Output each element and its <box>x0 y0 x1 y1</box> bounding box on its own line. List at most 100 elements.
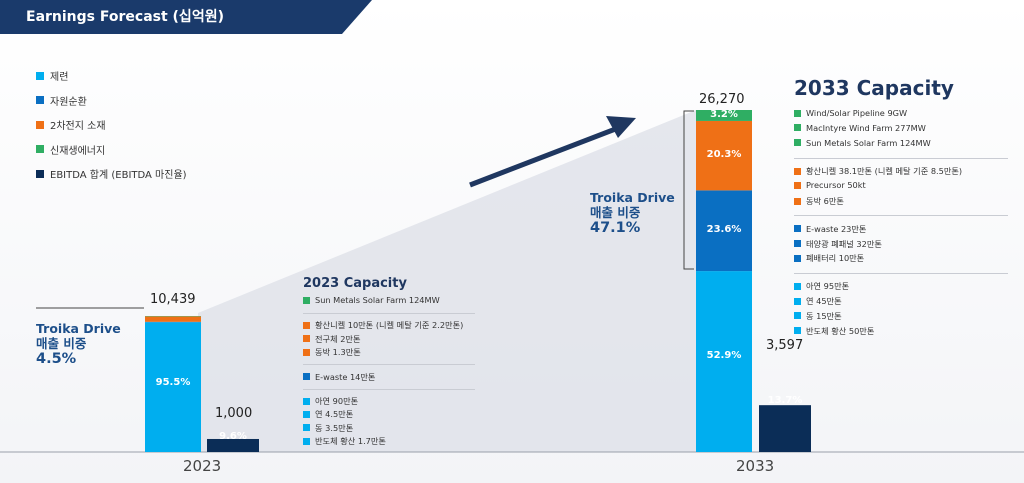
capacity-swatch <box>794 282 801 290</box>
capacity-item-label: E-waste 23만톤 <box>806 223 867 234</box>
troika-title-line1: Troika Drive <box>590 190 675 205</box>
capacity-item: 황산니켈 10만톤 (니켈 메탈 기준 2.2만톤) <box>303 319 463 331</box>
legend-label: 2차전지 소재 <box>50 121 106 132</box>
capacity-item: Wind/Solar Pipeline 9GW <box>794 108 907 118</box>
page-title: Earnings Forecast (십억원) <box>26 9 224 25</box>
capacity-2033-title: 2033 Capacity <box>794 76 954 100</box>
capacity-swatch <box>303 397 310 405</box>
capacity-item-label: Wind/Solar Pipeline 9GW <box>806 108 908 118</box>
legend-label: 제련 <box>50 72 69 83</box>
legend-swatch <box>36 169 44 178</box>
header-banner <box>0 0 372 34</box>
capacity-item-label: Precursor 50kt <box>806 180 866 191</box>
capacity-item-label: 아연 95만톤 <box>806 281 850 292</box>
share-label-2033-renewable: 3.2% <box>710 109 738 120</box>
troika-title-line1: Troika Drive <box>36 321 121 336</box>
x-tick-2033: 2033 <box>736 457 775 475</box>
troika-drive-2023: Troika Drive 매출 비중 4.5% <box>36 321 121 367</box>
capacity-swatch <box>794 312 801 320</box>
share-label-2033-recycling: 23.6% <box>706 224 742 235</box>
growth-arrow-head <box>606 116 636 138</box>
capacity-item-label: 동박 1.3만톤 <box>315 347 361 358</box>
legend-item: 2차전지 소재 <box>36 117 187 132</box>
capacity-item: E-waste 14만톤 <box>303 371 375 383</box>
capacity-item: 전구체 2만톤 <box>303 333 360 345</box>
ebitda-bar-2023 <box>207 438 259 452</box>
troika-title-line2: 매출 비중 <box>590 205 641 220</box>
ebitda-bar-2033 <box>759 405 811 452</box>
capacity-swatch <box>794 327 801 335</box>
capacity-swatch <box>303 296 310 304</box>
capacity-item-label: 태양광 폐패널 32만톤 <box>806 238 882 249</box>
ebitda-value-label-2033: 3,597 <box>766 338 804 353</box>
capacity-swatch <box>303 373 310 381</box>
capacity-swatch <box>794 297 801 305</box>
troika-bracket-2033 <box>683 110 694 270</box>
capacity-item-label: 전구체 2만톤 <box>315 333 361 344</box>
legend-item: 신재생에너지 <box>36 142 187 157</box>
bar-segment-2023 <box>145 316 201 322</box>
capacity-item: 동박 1.3만톤 <box>303 346 361 358</box>
capacity-item: 태양광 폐패널 32만톤 <box>794 238 882 250</box>
capacity-item: Precursor 50kt <box>794 180 866 190</box>
capacity-swatch <box>794 254 801 262</box>
legend-item: EBITDA 합계 (EBITDA 마진율) <box>36 166 187 181</box>
bar-segment-2033 <box>696 120 752 191</box>
capacity-item: 동 15만톤 <box>794 310 842 322</box>
capacity-item: 아연 95만톤 <box>794 280 849 292</box>
capacity-swatch <box>794 139 801 147</box>
capacity-swatch <box>303 321 310 329</box>
legend-label: 자원순환 <box>50 96 87 108</box>
capacity-separator <box>794 215 1008 217</box>
capacity-item-label: 황산니켈 10만톤 (니켈 메탈 기준 2.2만톤) <box>315 320 464 331</box>
legend-label: EBITDA 합계 (EBITDA 마진율) <box>50 170 187 181</box>
ebitda-value-label-2023: 1,000 <box>215 406 253 421</box>
capacity-item-label: 연 4.5만톤 <box>315 409 354 420</box>
legend-swatch <box>36 145 44 153</box>
capacity-item-label: Sun Metals Solar Farm 124MW <box>315 295 440 305</box>
capacity-item-label: 동박 6만톤 <box>806 196 844 206</box>
capacity-separator <box>303 388 475 390</box>
capacity-item-label: 폐배터리 10만톤 <box>806 253 865 264</box>
capacity-item-label: 아연 90만톤 <box>315 396 359 406</box>
capacity-item-label: MacIntyre Wind Farm 277MW <box>806 122 926 133</box>
growth-band <box>198 110 696 452</box>
legend-swatch <box>36 71 44 80</box>
capacity-swatch <box>794 225 801 233</box>
capacity-swatch <box>303 335 310 343</box>
bar-segment-2033 <box>696 190 752 272</box>
capacity-item-label: 연 45만톤 <box>806 296 842 306</box>
capacity-swatch <box>794 197 801 205</box>
legend-swatch <box>36 120 44 129</box>
capacity-separator <box>303 364 475 366</box>
capacity-swatch <box>303 348 310 356</box>
total-label-2023: 10,439 <box>150 292 196 307</box>
capacity-separator <box>794 272 1008 274</box>
ebitda-margin-label-2033: 13.7% <box>767 395 803 406</box>
capacity-separator <box>794 157 1008 159</box>
capacity-swatch <box>794 109 801 117</box>
troika-value: 4.5% <box>36 351 77 367</box>
capacity-item: 반도체 황산 1.7만톤 <box>303 435 386 447</box>
bar-segment-2033 <box>696 271 752 452</box>
bar-segment-2023 <box>145 322 201 452</box>
x-tick-2023: 2023 <box>183 457 222 475</box>
capacity-swatch <box>303 437 310 445</box>
capacity-item: 아연 90만톤 <box>303 395 358 407</box>
troika-title-line2: 매출 비중 <box>36 336 87 351</box>
capacity-swatch <box>794 124 801 132</box>
capacity-item: 황산니켈 38.1만톤 (니켈 메탈 기준 8.5만톤) <box>794 165 962 177</box>
legend-item: 자원순환 <box>36 93 187 108</box>
share-label-2033-smelting: 52.9% <box>706 350 742 361</box>
legend-swatch <box>36 96 44 104</box>
capacity-item: 동 3.5만톤 <box>303 422 353 434</box>
capacity-swatch <box>794 167 801 175</box>
capacity-item: 연 45만톤 <box>794 295 842 307</box>
capacity-item-label: 황산니켈 38.1만톤 (니켈 메탈 기준 8.5만톤) <box>806 166 963 177</box>
capacity-swatch <box>303 410 310 418</box>
capacity-item: 연 4.5만톤 <box>303 408 353 420</box>
ebitda-margin-label-2023: 9.6% <box>219 431 247 442</box>
